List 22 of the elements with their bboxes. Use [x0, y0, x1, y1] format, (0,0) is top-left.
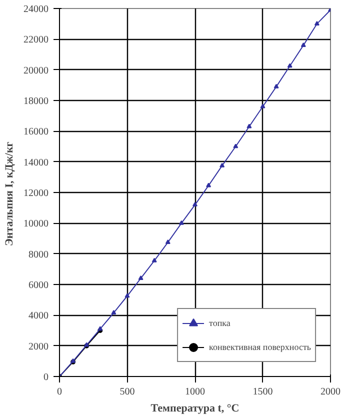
y-tick-label: 0 [44, 372, 48, 383]
x-axis-title: Температура t, °C [150, 402, 240, 414]
y-tick-label: 14000 [24, 157, 48, 168]
y-tick-label: 6000 [28, 280, 48, 291]
y-tick-label: 16000 [24, 126, 48, 138]
y-tick-label: 12000 [24, 188, 48, 199]
x-tick-label: 500 [120, 386, 135, 398]
legend-label: конвективная поверхность [209, 342, 311, 352]
legend-label: топка [209, 318, 232, 328]
y-tick-label: 2000 [28, 341, 48, 352]
y-tick-label: 22000 [24, 34, 48, 46]
y-tick-label: 8000 [28, 249, 48, 260]
y-tick-label: 10000 [24, 218, 48, 230]
y-axis-title: Энтальпия I, кДж/кг [4, 142, 16, 246]
x-tick-label: 1000 [185, 386, 205, 398]
x-tick-label: 2000 [320, 386, 340, 398]
x-tick-label: 1500 [252, 386, 273, 398]
y-tick-label: 18000 [24, 96, 48, 107]
y-tick-label: 20000 [24, 65, 48, 76]
y-tick-label: 4000 [28, 310, 48, 322]
x-tick-label: 0 [57, 386, 62, 398]
y-tick-label: 24000 [24, 4, 48, 15]
